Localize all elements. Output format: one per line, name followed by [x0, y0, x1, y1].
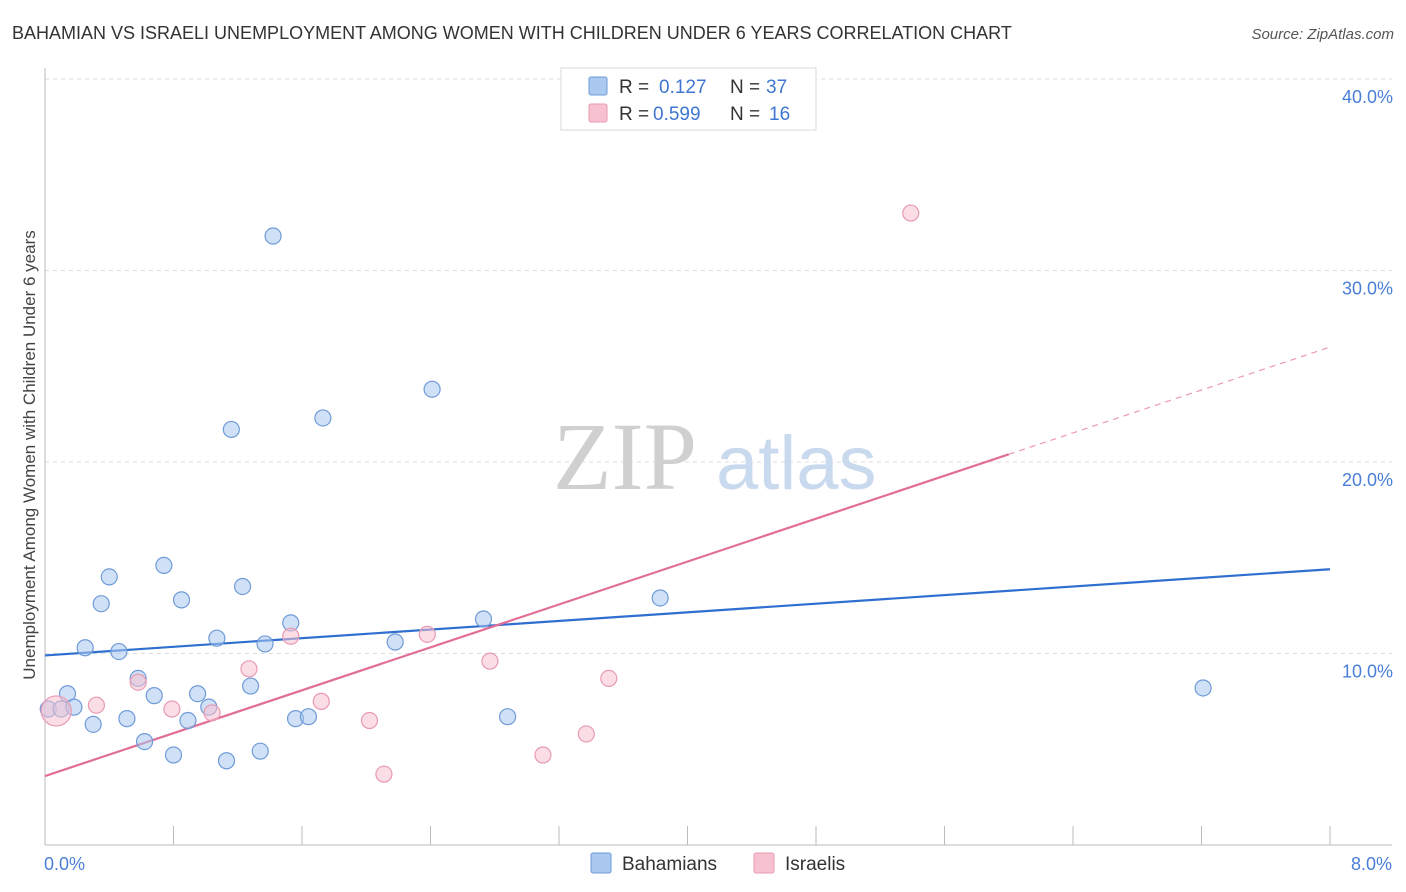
data-points [39, 204, 1212, 783]
chart-title: BAHAMIAN VS ISRAELI UNEMPLOYMENT AMONG W… [12, 23, 1012, 43]
israelis-trend-line [44, 453, 1010, 778]
y-tick-label: 40.0% [1342, 87, 1393, 107]
bahamians-r-value: 0.127 [659, 77, 707, 98]
israelis-n-label: N = [730, 104, 760, 125]
bahamians-point [299, 708, 318, 726]
bahamians-point [76, 639, 94, 657]
bahamians-point [164, 746, 183, 764]
bahamians-point [242, 677, 260, 695]
israelis-point [129, 673, 147, 691]
legend-bahamians-swatch [590, 852, 612, 874]
bahamians-point [499, 708, 517, 726]
israelis-trend-extension [1008, 346, 1331, 455]
legend-bahamians-label: Bahamians [622, 854, 717, 875]
israelis-point [163, 700, 181, 718]
stats-legend: R = 0.127 N = 37 R = 0.599 N = 16 [560, 67, 817, 131]
series-legend: Bahamians Israelis [590, 852, 845, 875]
bahamians-point [208, 629, 226, 647]
x-tick-label-min: 0.0% [44, 854, 85, 874]
israelis-point [902, 204, 920, 222]
watermark: ZIP atlas [553, 403, 877, 510]
bahamians-point [233, 577, 252, 596]
bahamians-point [172, 591, 191, 609]
bahamians-point [179, 711, 197, 730]
israelis-point [203, 704, 221, 722]
bahamians-swatch [588, 76, 608, 96]
bahamians-point [474, 610, 493, 628]
israelis-point [481, 652, 499, 670]
israelis-point [600, 669, 618, 687]
bahamians-point [92, 595, 110, 613]
bahamians-point [84, 715, 102, 733]
bahamians-point [100, 568, 118, 586]
bahamians-point [155, 556, 173, 575]
bahamians-point [145, 687, 163, 705]
bahamians-point [423, 380, 441, 398]
israelis-point [577, 725, 595, 743]
y-tick-label: 30.0% [1342, 279, 1393, 299]
israelis-point [87, 696, 106, 714]
bahamians-point [135, 732, 154, 751]
chart-source: Source: ZipAtlas.com [1251, 26, 1394, 43]
israelis-point [40, 695, 72, 727]
israelis-point [360, 711, 379, 730]
bahamians-r-label: R = [619, 77, 649, 98]
israelis-point [240, 660, 258, 678]
y-tick-label: 20.0% [1342, 470, 1393, 490]
bahamians-point [651, 589, 669, 607]
bahamians-point [217, 752, 236, 770]
watermark-zip: ZIP [553, 403, 697, 510]
y-tick-labels: 10.0% 20.0% 30.0% 40.0% [1342, 87, 1393, 682]
bahamians-point [256, 635, 274, 653]
watermark-atlas: atlas [716, 421, 877, 506]
bahamians-point [251, 742, 269, 760]
israelis-point [375, 765, 393, 783]
israelis-point [312, 692, 330, 710]
israelis-r-value: 0.599 [653, 104, 701, 125]
israelis-swatch [588, 103, 608, 123]
y-axis-label: Unemployment Among Women with Children U… [20, 230, 39, 679]
israelis-r-label: R = [619, 104, 649, 125]
bahamians-point [188, 685, 207, 703]
bahamians-point [314, 409, 332, 427]
legend-israelis-swatch [753, 852, 775, 874]
bahamians-point [1194, 679, 1212, 697]
bahamians-point [222, 420, 240, 439]
bahamians-point [110, 642, 128, 661]
israelis-point [282, 627, 300, 645]
bahamians-point [386, 633, 404, 651]
israelis-point [534, 746, 552, 764]
legend-israelis-label: Israelis [785, 854, 845, 875]
y-tick-label: 10.0% [1342, 662, 1393, 682]
bahamians-point [118, 710, 136, 728]
israelis-point [418, 625, 436, 643]
bahamians-point [264, 227, 282, 245]
gridlines [45, 78, 1392, 654]
bahamians-n-label: N = [730, 77, 760, 98]
israelis-n-value: 16 [769, 104, 790, 125]
bahamians-n-value: 37 [766, 77, 787, 98]
x-tick-label-max: 8.0% [1351, 854, 1392, 874]
